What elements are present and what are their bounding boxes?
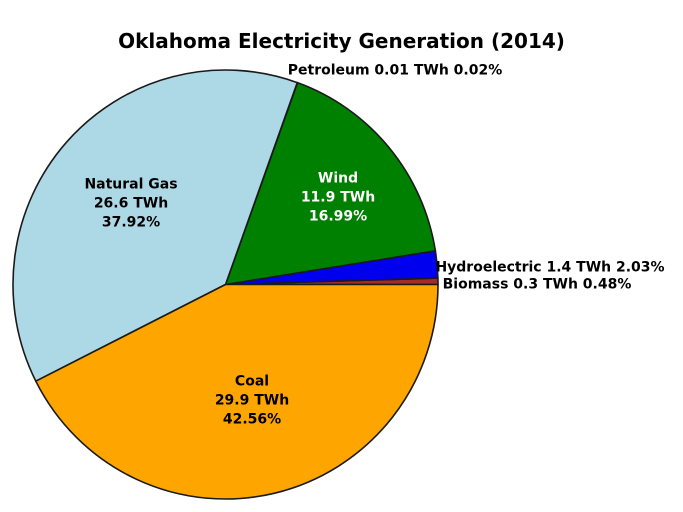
slice-label-biomass: Biomass 0.3 TWh 0.48%: [442, 276, 632, 293]
slice-label-hydroelectric: Hydroelectric 1.4 TWh 2.03%: [435, 259, 665, 276]
slice-label-natural-gas: Natural Gas 26.6 TWh 37.92%: [84, 176, 178, 231]
pie-slice-coal: [35, 283, 439, 500]
pie-slice-wind: [224, 81, 437, 286]
chart-title: Oklahoma Electricity Generation (2014): [118, 29, 565, 53]
slice-label-coal: Coal 29.9 TWh 42.56%: [214, 373, 290, 428]
pie-slice-natural-gas: [12, 69, 299, 382]
slice-label-wind: Wind 11.9 TWh 16.99%: [300, 170, 376, 225]
slice-label-petroleum: Petroleum 0.01 TWh 0.02%: [287, 62, 503, 79]
